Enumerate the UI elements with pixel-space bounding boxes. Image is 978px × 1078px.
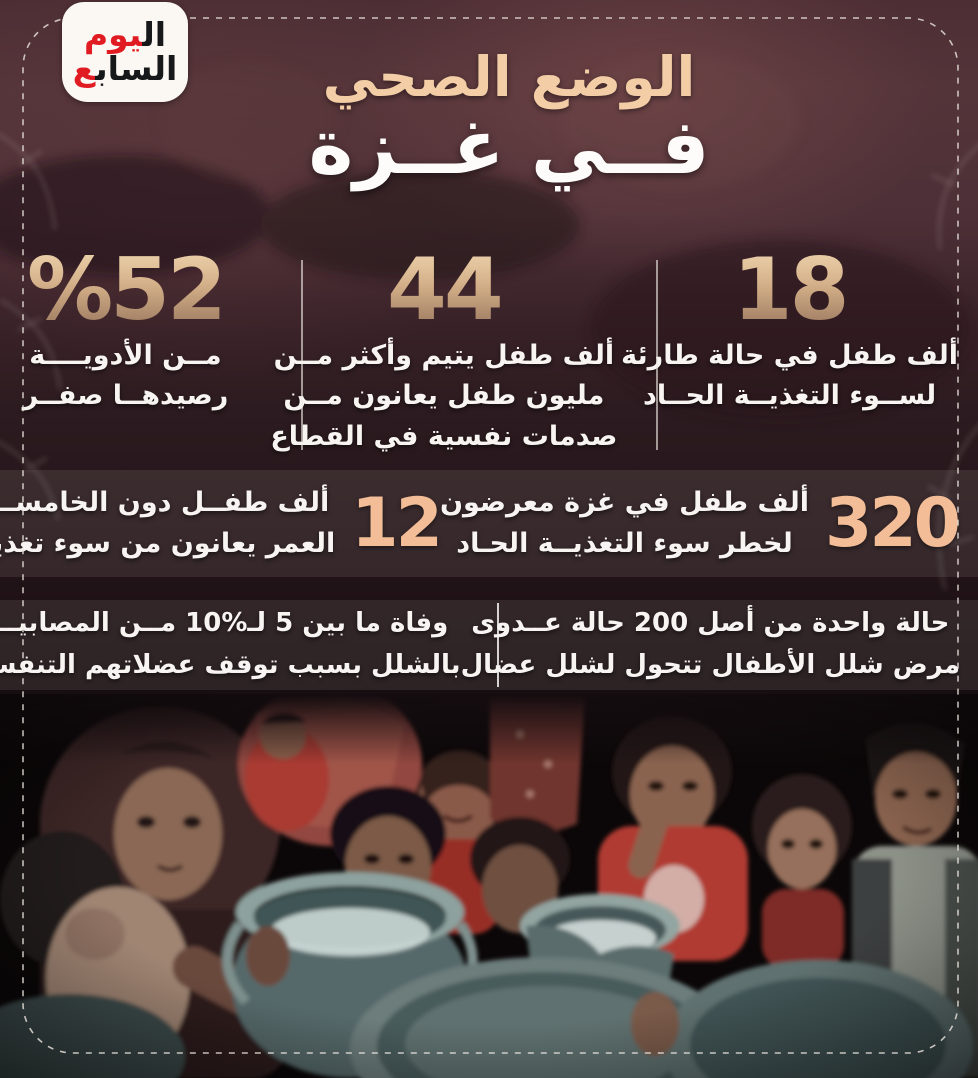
title-line2: فــي غــزة: [308, 102, 710, 192]
stat-text: ألف طفل في حالة طارئة لســوء التغذيــة ا…: [621, 339, 958, 412]
stat-text: وفاة ما بين 5 لـ%10 مــن المصابيــن بالش…: [0, 608, 461, 680]
stat-value: %52: [27, 240, 227, 340]
stat-text: ألف طفل يتيم وأكثر مــن مليون طفل يعانون…: [270, 339, 618, 452]
stats-row-1: 18 ألف طفل في حالة طارئة لســوء التغذيــ…: [20, 240, 958, 462]
stat-paralysis-deaths: وفاة ما بين 5 لـ%10 مــن المصابيــن بالش…: [0, 603, 461, 686]
photo-children-with-pots: [0, 694, 978, 1078]
stat-value: 12: [351, 483, 443, 563]
logo-line1: اليوم: [83, 15, 167, 55]
youm7-logo: اليوم السابع: [62, 2, 188, 102]
stat-value: 44: [387, 240, 504, 340]
column-separator: [301, 260, 303, 450]
stat-under-five-malnutrition: 12 ألف طفــل دون الخامســة من العمر يعان…: [0, 483, 443, 564]
stat-emergency-malnutrition: 18 ألف طفل في حالة طارئة لســوء التغذيــ…: [621, 240, 958, 462]
column-separator: [656, 260, 658, 450]
stat-children-at-risk: 320 ألف طفل في غزة معرضون لخطر سوء التغذ…: [439, 483, 961, 564]
stat-orphans-trauma: 44 ألف طفل يتيم وأكثر مــن مليون طفل يعا…: [267, 240, 622, 462]
column-separator: [497, 603, 499, 687]
stats-row-2: 320 ألف طفل في غزة معرضون لخطر سوء التغذ…: [0, 470, 978, 577]
stat-polio-infection: حالة واحدة من أصل 200 حالة عــدوى مرض شل…: [461, 603, 960, 686]
logo-line2: السابع: [72, 49, 179, 88]
stat-value: 18: [732, 240, 850, 340]
stat-text: ألف طفل في غزة معرضون لخطر سوء التغذيــة…: [439, 487, 810, 559]
stat-medicines-zero-stock: %52 مــن الأدويــــة رصيدهــا صفــر: [0, 240, 267, 462]
stats-row-3: حالة واحدة من أصل 200 حالة عــدوى مرض شل…: [0, 600, 978, 690]
stat-text: مــن الأدويــــة رصيدهــا صفــر: [22, 339, 229, 412]
stat-text: حالة واحدة من أصل 200 حالة عــدوى مرض شل…: [460, 608, 960, 680]
stat-text: ألف طفــل دون الخامســة من العمر يعانون …: [0, 487, 336, 559]
stat-value: 320: [825, 483, 961, 563]
